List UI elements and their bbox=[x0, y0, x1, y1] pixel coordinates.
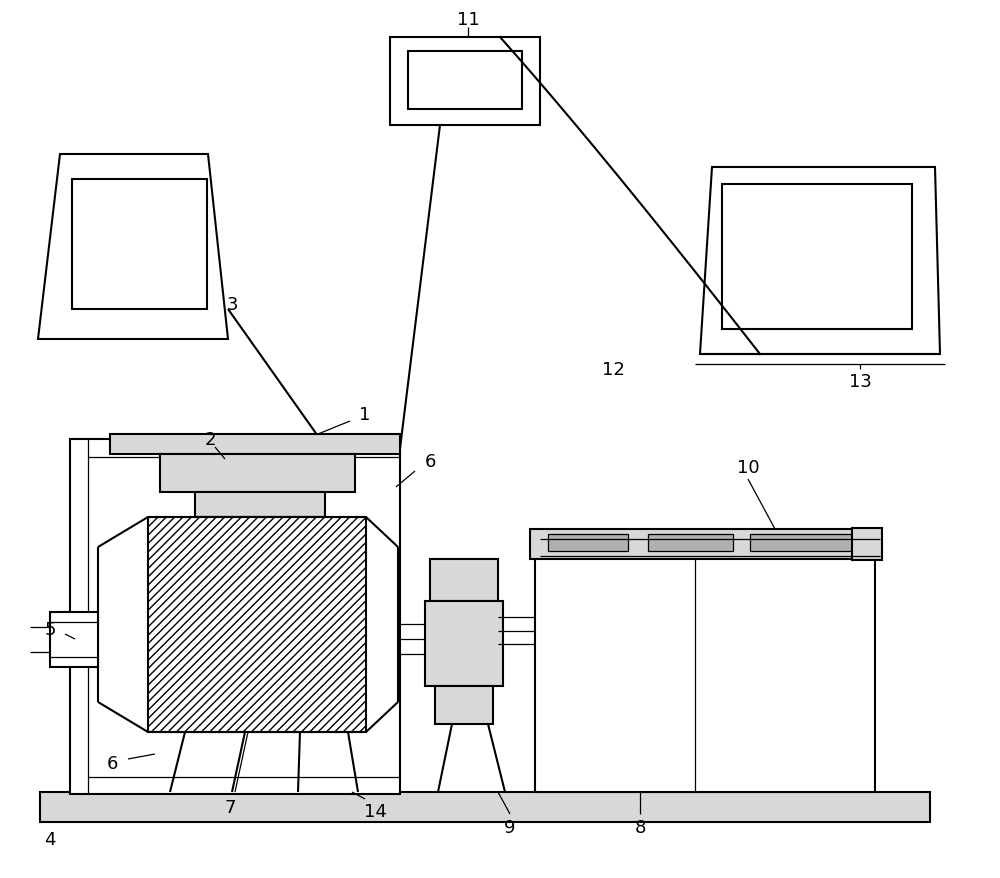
Bar bbox=[110, 435, 400, 455]
Text: 2: 2 bbox=[204, 430, 216, 449]
Bar bbox=[548, 535, 628, 551]
Bar bbox=[72, 180, 207, 310]
Text: 6: 6 bbox=[424, 452, 436, 471]
Bar bbox=[40, 792, 930, 822]
Bar bbox=[195, 493, 325, 517]
Bar bbox=[160, 455, 355, 493]
Bar bbox=[70, 440, 400, 794]
Bar bbox=[408, 52, 522, 110]
Text: 7: 7 bbox=[224, 798, 236, 816]
Bar bbox=[535, 558, 875, 792]
Text: 5: 5 bbox=[44, 620, 56, 638]
Text: 14: 14 bbox=[364, 802, 386, 820]
Text: 8: 8 bbox=[634, 818, 646, 836]
Polygon shape bbox=[700, 168, 940, 355]
Text: 11: 11 bbox=[457, 11, 479, 29]
Bar bbox=[435, 687, 493, 724]
Bar bbox=[722, 184, 912, 329]
Text: 6: 6 bbox=[106, 754, 118, 772]
Bar bbox=[648, 535, 733, 551]
Text: 3: 3 bbox=[226, 296, 238, 313]
Text: 10: 10 bbox=[737, 458, 759, 477]
Bar bbox=[50, 612, 98, 667]
Bar bbox=[852, 529, 882, 560]
Text: 12: 12 bbox=[602, 361, 624, 378]
Text: 13: 13 bbox=[849, 372, 871, 391]
Bar bbox=[750, 535, 855, 551]
Bar bbox=[148, 517, 366, 732]
Text: 4: 4 bbox=[44, 830, 56, 848]
Text: 1: 1 bbox=[359, 406, 371, 423]
Bar bbox=[430, 559, 498, 601]
Text: 9: 9 bbox=[504, 818, 516, 836]
Bar bbox=[390, 38, 540, 126]
Polygon shape bbox=[38, 155, 228, 340]
Bar bbox=[425, 601, 503, 687]
Bar bbox=[530, 529, 880, 559]
